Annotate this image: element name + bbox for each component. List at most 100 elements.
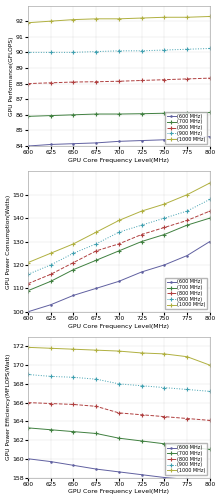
Legend: (600 MHz), (700 MHz), (800 MHz), (900 MHz), (1000 MHz): (600 MHz), (700 MHz), (800 MHz), (900 MH… (165, 112, 207, 144)
(900 MHz) (163, 47, 166, 53)
(700 MHz) (95, 258, 97, 264)
(900 MHz) (140, 382, 143, 388)
(900 MHz) (163, 384, 166, 390)
(900 MHz) (49, 50, 52, 56)
(600 MHz) (186, 476, 189, 482)
(700 MHz) (186, 444, 189, 450)
(800 MHz) (208, 75, 211, 81)
(700 MHz) (72, 266, 75, 272)
(900 MHz) (118, 48, 120, 54)
(800 MHz) (208, 208, 211, 214)
Legend: (600 MHz), (700 MHz), (800 MHz), (900 MHz), (1000 MHz): (600 MHz), (700 MHz), (800 MHz), (900 MH… (165, 278, 207, 310)
(1000 MHz) (163, 201, 166, 207)
(1000 MHz) (208, 362, 211, 368)
(900 MHz) (118, 381, 120, 387)
Line: (1000 MHz): (1000 MHz) (26, 346, 212, 367)
(900 MHz) (72, 50, 75, 56)
(900 MHz) (27, 272, 29, 278)
(800 MHz) (27, 400, 29, 406)
(700 MHz) (118, 435, 120, 441)
(600 MHz) (140, 472, 143, 478)
(700 MHz) (72, 112, 75, 118)
(800 MHz) (95, 248, 97, 254)
(600 MHz) (49, 458, 52, 464)
(900 MHz) (72, 374, 75, 380)
X-axis label: GPU Core Frequency Level(MHz): GPU Core Frequency Level(MHz) (69, 324, 170, 328)
(600 MHz) (95, 286, 97, 292)
(700 MHz) (118, 248, 120, 254)
(1000 MHz) (118, 218, 120, 224)
(700 MHz) (140, 238, 143, 244)
(600 MHz) (49, 142, 52, 148)
(800 MHz) (186, 218, 189, 224)
Line: (700 MHz): (700 MHz) (26, 426, 212, 452)
(900 MHz) (186, 208, 189, 214)
X-axis label: GPU Core Frequency Level(MHz): GPU Core Frequency Level(MHz) (69, 490, 170, 494)
(900 MHz) (27, 372, 29, 378)
(1000 MHz) (72, 241, 75, 247)
(600 MHz) (186, 135, 189, 141)
Line: (600 MHz): (600 MHz) (27, 240, 211, 313)
(600 MHz) (118, 138, 120, 144)
Line: (700 MHz): (700 MHz) (26, 110, 212, 118)
(900 MHz) (140, 222, 143, 228)
(800 MHz) (118, 78, 120, 84)
(600 MHz) (118, 278, 120, 284)
(1000 MHz) (208, 180, 211, 186)
(1000 MHz) (163, 14, 166, 20)
(800 MHz) (49, 272, 52, 278)
(700 MHz) (163, 110, 166, 116)
(1000 MHz) (72, 346, 75, 352)
Legend: (600 MHz), (700 MHz), (800 MHz), (900 MHz), (1000 MHz): (600 MHz), (700 MHz), (800 MHz), (900 MH… (165, 444, 207, 475)
(1000 MHz) (95, 229, 97, 235)
(800 MHz) (186, 416, 189, 422)
Line: (900 MHz): (900 MHz) (26, 198, 212, 276)
(600 MHz) (72, 140, 75, 146)
(600 MHz) (27, 456, 29, 462)
(600 MHz) (27, 143, 29, 149)
(700 MHz) (163, 441, 166, 447)
(900 MHz) (186, 46, 189, 52)
(1000 MHz) (140, 15, 143, 21)
Line: (600 MHz): (600 MHz) (27, 458, 211, 483)
(600 MHz) (27, 309, 29, 315)
Line: (900 MHz): (900 MHz) (26, 46, 212, 54)
(800 MHz) (163, 76, 166, 82)
(1000 MHz) (186, 192, 189, 198)
(700 MHz) (186, 222, 189, 228)
Line: (900 MHz): (900 MHz) (26, 372, 212, 394)
(800 MHz) (27, 80, 29, 86)
(600 MHz) (95, 466, 97, 472)
(700 MHz) (163, 232, 166, 237)
(900 MHz) (208, 388, 211, 394)
(900 MHz) (208, 196, 211, 202)
(800 MHz) (118, 410, 120, 416)
Line: (800 MHz): (800 MHz) (26, 400, 212, 422)
(900 MHz) (140, 48, 143, 54)
(800 MHz) (49, 80, 52, 86)
(700 MHz) (208, 215, 211, 221)
(900 MHz) (72, 250, 75, 256)
(800 MHz) (163, 224, 166, 230)
(1000 MHz) (49, 346, 52, 352)
(600 MHz) (140, 138, 143, 143)
(600 MHz) (208, 479, 211, 485)
(800 MHz) (72, 260, 75, 266)
(800 MHz) (186, 76, 189, 82)
(600 MHz) (163, 137, 166, 143)
Y-axis label: GPU Power Efficiency(MFLOPS/Watt): GPU Power Efficiency(MFLOPS/Watt) (6, 354, 11, 461)
(800 MHz) (140, 78, 143, 84)
(900 MHz) (163, 215, 166, 221)
(700 MHz) (186, 110, 189, 116)
(800 MHz) (27, 280, 29, 286)
(800 MHz) (140, 232, 143, 237)
(900 MHz) (208, 46, 211, 52)
(600 MHz) (186, 252, 189, 258)
(900 MHz) (186, 386, 189, 392)
(800 MHz) (49, 400, 52, 406)
(800 MHz) (208, 418, 211, 424)
(1000 MHz) (27, 344, 29, 350)
(900 MHz) (95, 48, 97, 54)
Line: (1000 MHz): (1000 MHz) (26, 181, 212, 264)
(900 MHz) (49, 262, 52, 268)
